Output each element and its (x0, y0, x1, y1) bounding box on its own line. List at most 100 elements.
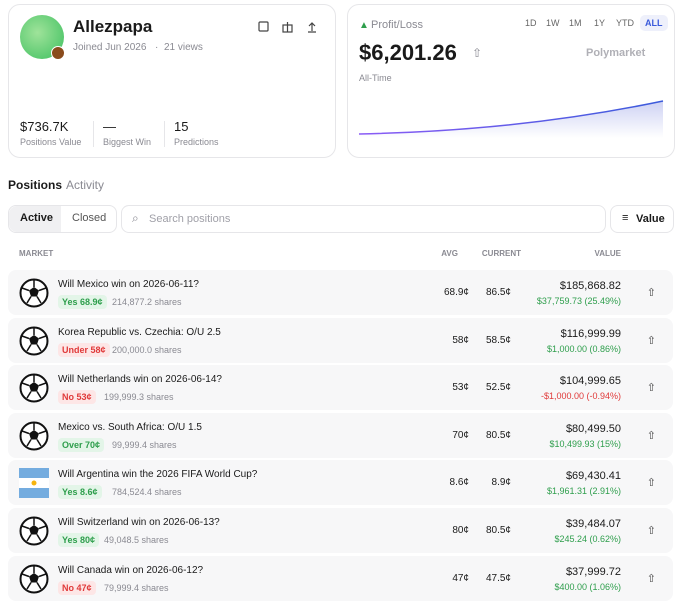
shares: 199,999.3 shares (104, 392, 174, 403)
column-header: MARKET (19, 249, 54, 258)
value: $69,430.41 (565, 470, 621, 483)
market-title: Will Canada win on 2026-06-12? (58, 564, 204, 576)
current-price: 8.9¢ (491, 477, 511, 489)
avg-price: 58¢ (452, 334, 469, 346)
outcome-pill: Yes 68.9¢ (58, 295, 107, 309)
market-icon (19, 326, 49, 356)
brand: Polymarket (586, 47, 646, 59)
range-button[interactable]: 1D (525, 18, 537, 28)
stat-label: Predictions (174, 137, 219, 147)
share-icon[interactable]: ⇧ (472, 46, 483, 60)
sort-button[interactable]: ≡ Value (610, 205, 674, 233)
avg-price: 70¢ (452, 429, 469, 441)
filter-group (8, 205, 117, 233)
market-icon (19, 516, 49, 546)
dot: · (155, 42, 159, 53)
position-row[interactable]: Will Canada win on 2026-06-12? No 47¢ 79,9… (8, 555, 673, 601)
avg-price: 68.9¢ (443, 287, 469, 298)
tab[interactable]: Positions (8, 178, 63, 192)
pnl: $1,000.00 (0.86%) (546, 343, 621, 354)
outcome-pill: Over 70¢ (58, 437, 105, 452)
pnl: $37,759.73 (25.49%) (536, 296, 621, 306)
market-title: Korea Republic vs. Czechia: O/U 2.5 (58, 326, 221, 338)
avg-price: 80¢ (452, 525, 469, 536)
position-row[interactable]: Korea Republic vs. Czechia: O/U 2.5 Under… (8, 317, 673, 363)
outcome-pill: Yes 80¢ (58, 533, 100, 547)
market-icon (19, 564, 49, 594)
current-price: 80.5¢ (485, 429, 511, 441)
current-price: 80.5¢ (485, 525, 511, 536)
range-button[interactable]: 1Y (594, 18, 606, 28)
market-title: Will Argentina win the 2026 FIFA World C… (58, 469, 258, 481)
pnl: $245.24 (0.62%) (554, 534, 621, 544)
shares: 784,524.4 shares (112, 487, 182, 498)
market-icon (19, 373, 49, 403)
column-header: VALUE (594, 249, 621, 258)
range-button[interactable]: ALL (640, 15, 668, 31)
pnl: $1,961.31 (2.91%) (546, 486, 621, 497)
avg-price: 53¢ (452, 382, 469, 394)
range-button[interactable]: 1M (569, 18, 582, 28)
range-button[interactable]: YTD (616, 18, 634, 28)
period: All-Time (359, 73, 392, 83)
tab[interactable]: Activity (66, 178, 105, 192)
divider (93, 121, 94, 147)
range-button[interactable]: 1W (546, 18, 560, 28)
joined: Joined Jun 2026 (73, 42, 147, 53)
pnl: $10,499.93 (15%) (549, 438, 621, 449)
share-button[interactable]: ⇧ (646, 334, 656, 347)
share-button[interactable]: ⇧ (646, 477, 656, 490)
stat-value: — (103, 119, 116, 134)
outcome-pill: Yes 8.6¢ (58, 485, 102, 500)
stat-value: 15 (174, 119, 189, 134)
pnl-value: $6,201.26 (359, 40, 457, 65)
market-title: Mexico vs. South Africa: O/U 1.5 (58, 421, 202, 433)
outcome-pill: No 53¢ (58, 390, 96, 405)
search-box[interactable]: ⌕ Search positions (121, 205, 606, 233)
filter-button[interactable]: Closed (72, 212, 107, 224)
pnl: -$1,000.00 (-0.94%) (540, 391, 621, 402)
pnl-label: Profit/Loss (371, 19, 423, 31)
shares: 79,999.4 shares (104, 582, 169, 593)
market-icon (19, 468, 49, 499)
share-button[interactable]: ⇧ (646, 287, 656, 299)
share-button[interactable]: ⇧ (646, 382, 656, 395)
avg-price: 47¢ (452, 572, 469, 584)
market-title: Will Mexico win on 2026-06-11? (58, 279, 199, 290)
position-row[interactable]: Will Mexico win on 2026-06-11? Yes 68.9¢ 2… (8, 270, 673, 315)
stat-label: Biggest Win (103, 137, 152, 147)
profile-actions[interactable] (257, 20, 327, 34)
filter-button[interactable]: Active (20, 212, 54, 224)
pnl-chart (358, 100, 664, 138)
value: $80,499.50 (565, 422, 621, 435)
value: $185,868.82 (559, 280, 621, 292)
pnl-card: ▲ Profit/Loss $6,201.26 ⇧ Polymarket All… (347, 4, 675, 158)
divider (164, 121, 165, 147)
share-button[interactable]: ⇧ (646, 572, 656, 585)
position-row[interactable]: Mexico vs. South Africa: O/U 1.5 Over 70¢… (8, 412, 673, 458)
shares: 200,000.0 shares (112, 344, 182, 355)
avg-price: 8.6¢ (449, 477, 469, 489)
market-icon (19, 421, 49, 451)
stat-value: $736.7K (20, 119, 69, 134)
username: Allezpapa (73, 17, 153, 36)
current-price: 58.5¢ (485, 334, 511, 346)
stat-label: Positions Value (20, 137, 82, 147)
search-placeholder: Search positions (149, 213, 231, 225)
up-arrow: ▲ (359, 20, 369, 31)
current-price: 86.5¢ (485, 287, 511, 298)
outcome-pill: No 47¢ (58, 580, 96, 595)
shares: 49,048.5 shares (104, 535, 169, 545)
position-row[interactable]: Will Switzerland win on 2026-06-13? Yes 8… (8, 508, 673, 553)
value: $104,999.65 (559, 375, 621, 388)
position-row[interactable]: Will Argentina win the 2026 FIFA World C… (8, 460, 673, 506)
position-row[interactable]: Will Netherlands win on 2026-06-14? No 53… (8, 365, 673, 411)
column-header: CURRENT (481, 249, 521, 258)
current-price: 52.5¢ (485, 382, 511, 394)
shares: 99,999.4 shares (112, 439, 177, 450)
share-button[interactable]: ⇧ (646, 525, 656, 537)
share-button[interactable]: ⇧ (646, 429, 656, 442)
market-title: Will Netherlands win on 2026-06-14? (58, 374, 222, 386)
market-icon (19, 278, 49, 308)
